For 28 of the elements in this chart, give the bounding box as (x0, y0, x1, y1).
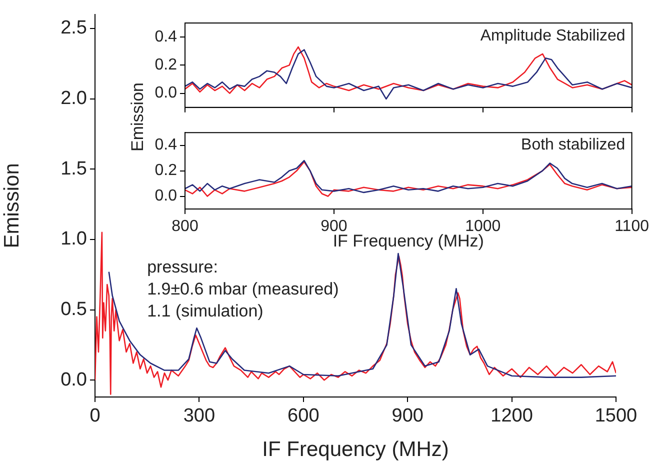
x-tick-label: 900 (392, 406, 424, 427)
y-tick-label: 0.0 (154, 84, 178, 102)
annotation: 1.9±0.6 mbar (measured) (147, 279, 339, 298)
y-axis-title: Emission (0, 163, 24, 248)
y-tick-label: 1.5 (60, 158, 87, 180)
y-tick-label: 0.4 (154, 136, 178, 154)
y-tick-label: 0.5 (60, 299, 87, 320)
annotation: pressure: (147, 257, 218, 276)
annotation: Both stabilized (521, 136, 626, 154)
x-tick-label: 1100 (614, 218, 650, 236)
y-axis-title: Emission (128, 82, 148, 152)
y-tick-label: 0.0 (154, 188, 178, 205)
x-tick-label: 0 (90, 406, 100, 427)
x-tick-label: 300 (183, 406, 216, 427)
y-tick-label: 2.0 (60, 88, 87, 110)
y-tick-label: 0.2 (154, 56, 178, 74)
annotation: Amplitude Stabilized (480, 27, 626, 44)
annotation: 1.1 (simulation) (147, 301, 264, 320)
x-tick-label: 1500 (594, 406, 638, 427)
x-tick-label: 1200 (490, 406, 533, 427)
y-tick-label: 2.5 (60, 18, 87, 39)
y-tick-label: 0.0 (60, 369, 87, 390)
y-tick-label: 0.4 (154, 28, 178, 46)
y-tick-label: 1.0 (60, 228, 87, 250)
x-axis-title: IF Frequency (MHz) (262, 438, 449, 462)
x-tick-label: 800 (172, 218, 198, 236)
y-tick-label: 0.2 (154, 162, 178, 180)
x-tick-label: 600 (288, 406, 320, 427)
